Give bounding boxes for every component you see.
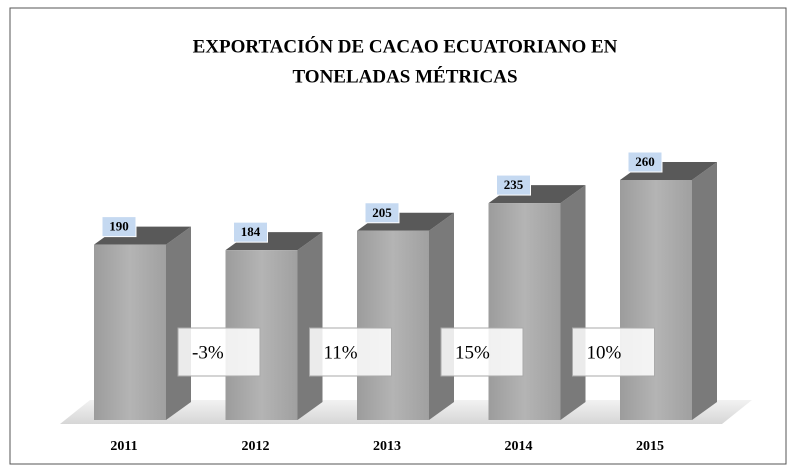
bar-side [692,162,717,420]
value-label: 184 [241,224,261,239]
annotation: 10% [587,342,622,363]
annotation: -3% [192,342,224,363]
value-label-box [101,216,137,238]
annotation-box [309,327,392,377]
annotation: 15% [455,342,490,363]
value-label: 190 [109,219,129,234]
bar [620,180,692,420]
bar [94,244,166,420]
value-label: 205 [372,205,392,220]
value-label-box [627,151,663,173]
x-tick-label: 2012 [242,439,270,454]
annotation-box [440,327,524,377]
value-label: 260 [635,154,655,169]
x-tick-label: 2011 [110,439,137,454]
value-label: 235 [504,177,524,192]
value-label-box [364,202,400,224]
x-tick-label: 2015 [636,439,664,454]
value-label-box [496,174,531,196]
annotation-box [177,327,261,377]
bar [357,230,429,420]
bar-side [166,226,191,420]
x-tick-label: 2014 [505,439,533,454]
value-label-box [233,221,268,243]
bar-side [297,232,323,420]
chart-title: EXPORTACIÓN DE CACAO ECUATORIANO EN [193,35,618,57]
bar-side [429,212,454,420]
x-tick-label: 2013 [373,439,401,454]
chart-title: TONELADAS MÉTRICAS [292,65,517,87]
annotation-box [572,327,655,377]
bar [488,203,561,420]
bar-side [560,185,586,420]
annotation: 11% [324,342,358,363]
